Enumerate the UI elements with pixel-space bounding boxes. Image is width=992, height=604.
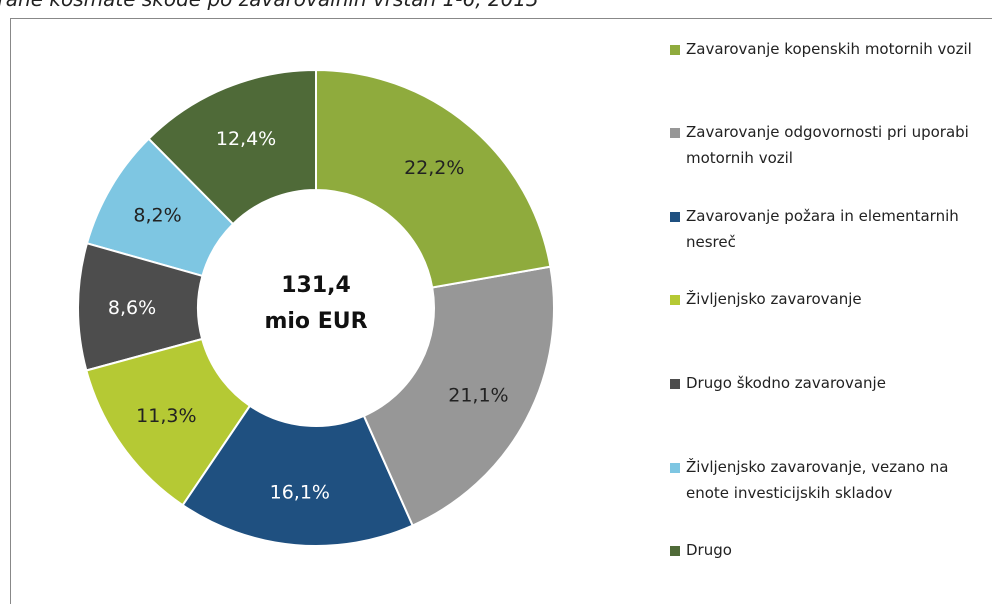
value-label: 11,3%: [136, 405, 196, 427]
legend-swatch: [670, 212, 680, 222]
legend-label: Drugo: [686, 541, 732, 559]
legend-label: Zavarovanje odgovornosti pri uporabi mot…: [686, 123, 969, 167]
legend-swatch: [670, 463, 680, 473]
value-label: 12,4%: [216, 128, 276, 150]
legend-swatch: [670, 546, 680, 556]
legend-swatch: [670, 379, 680, 389]
legend-label: Življenjsko zavarovanje: [686, 290, 862, 308]
value-label: 21,1%: [448, 384, 508, 406]
slice: [362, 265, 555, 527]
slice: [85, 337, 252, 507]
chart-frame: [10, 18, 992, 604]
legend-swatch: [670, 295, 680, 305]
legend-swatch: [670, 45, 680, 55]
chart-title: irane kosmate škode po zavarovalnih vrst…: [0, 0, 539, 11]
value-label: 16,1%: [270, 481, 330, 503]
center-label: 131,4: [281, 273, 351, 298]
slice: [77, 242, 204, 372]
slice: [315, 68, 552, 289]
value-label: 22,2%: [404, 157, 464, 179]
legend-label: Življenjsko zavarovanje, vezano na enote…: [686, 458, 949, 502]
slice: [85, 137, 235, 278]
legend-label: Zavarovanje požara in elementarnih nesre…: [686, 207, 959, 251]
legend-swatch: [670, 128, 680, 138]
value-label: 8,2%: [133, 205, 181, 227]
legend-label: Zavarovanje kopenskih motornih vozil: [686, 40, 972, 58]
legend-label: Drugo škodno zavarovanje: [686, 374, 886, 392]
center-label: mio EUR: [264, 309, 367, 334]
slice: [181, 404, 414, 547]
value-label: 8,6%: [108, 297, 156, 319]
